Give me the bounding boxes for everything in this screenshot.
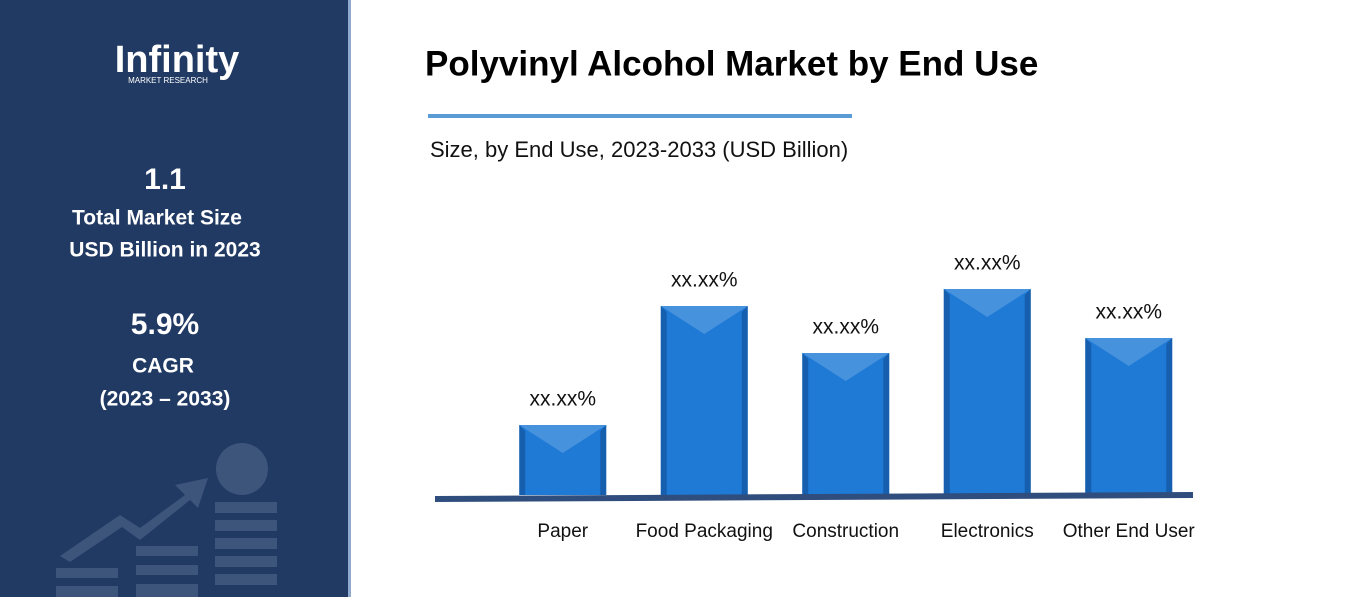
x-tick-label: Paper <box>537 521 588 542</box>
growth-icon <box>56 443 277 597</box>
bar <box>943 289 1031 495</box>
bar-shade <box>1166 338 1173 495</box>
sidebar <box>0 0 348 597</box>
bar-shade <box>1085 338 1092 495</box>
bar <box>660 306 748 495</box>
value-label: xx.xx% <box>529 388 596 411</box>
bar-shade <box>519 425 526 495</box>
bar <box>802 353 890 495</box>
stat-label: (2023 – 2033) <box>100 388 231 411</box>
bar-bevel <box>802 353 890 381</box>
chart-subtitle: Size, by End Use, 2023-2033 (USD Billion… <box>430 137 848 162</box>
baseline <box>434 492 1194 502</box>
x-tick-label: Food Packaging <box>636 521 773 542</box>
value-label: xx.xx% <box>812 316 879 339</box>
stat-value: 1.1 <box>144 163 186 196</box>
bar-shade <box>600 425 607 495</box>
value-label: xx.xx% <box>671 269 738 292</box>
bar-bevel <box>1085 338 1173 366</box>
bar-shade <box>1024 289 1031 495</box>
value-label: xx.xx% <box>954 252 1021 275</box>
bar-shade <box>802 353 809 495</box>
x-tick-label: Electronics <box>941 521 1034 542</box>
sidebar-border <box>348 0 351 597</box>
bar-bevel <box>943 289 1031 317</box>
x-tick-label: Construction <box>792 521 899 542</box>
chart-title: Polyvinyl Alcohol Market by End Use <box>425 44 1038 83</box>
stat-label: Total Market Size <box>72 207 242 230</box>
logo-subtitle: MARKET RESEARCH <box>128 76 208 85</box>
logo: Infinity <box>115 39 240 81</box>
bar <box>1085 338 1173 495</box>
bar <box>519 425 607 495</box>
bar-bevel <box>519 425 607 453</box>
x-tick-label: Other End User <box>1063 521 1196 542</box>
value-label: xx.xx% <box>1095 301 1162 324</box>
plot: Paper xx.xx% Food Packaging xx.xx% Construct… <box>519 252 1195 542</box>
bar-shade <box>741 306 748 495</box>
bar-bevel <box>660 306 748 334</box>
stat-value: 5.9% <box>131 308 199 341</box>
bar-shade <box>660 306 667 495</box>
bar-shade <box>943 289 950 495</box>
stat-label: USD Billion in 2023 <box>69 239 260 262</box>
bar-shade <box>883 353 890 495</box>
stat-label: CAGR <box>132 355 194 378</box>
